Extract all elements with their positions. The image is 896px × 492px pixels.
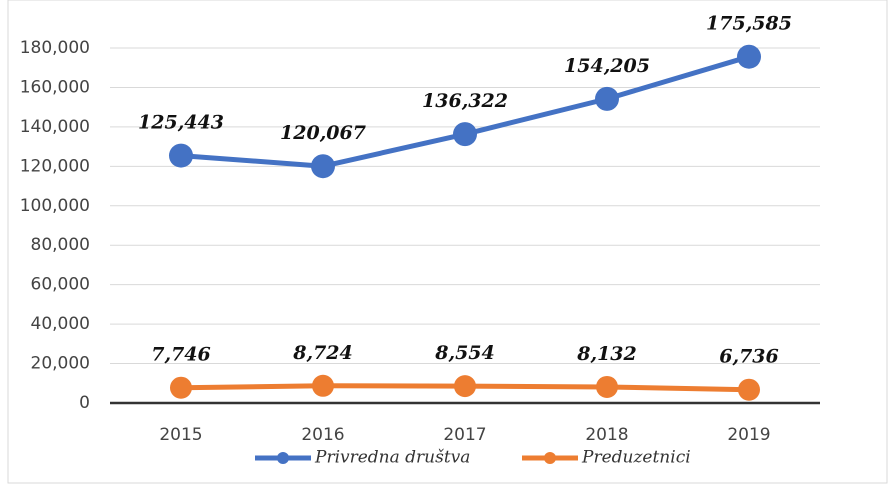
y-tick-label: 40,000 <box>31 314 90 334</box>
legend-label: Preduzetnici <box>581 448 691 468</box>
legend-marker <box>544 452 556 464</box>
point <box>169 143 193 168</box>
x-tick-label: 2015 <box>159 425 202 445</box>
data-label: 6,736 <box>719 346 779 368</box>
legend-label: Privredna društva <box>314 448 470 468</box>
point <box>596 375 618 398</box>
y-tick-label: 140,000 <box>20 117 90 137</box>
y-tick-label: 80,000 <box>31 235 90 255</box>
point <box>170 376 192 399</box>
point <box>454 375 476 398</box>
data-label: 8,724 <box>292 342 353 364</box>
point <box>311 154 335 179</box>
point <box>312 374 334 397</box>
point <box>738 378 760 401</box>
y-tick-label: 180,000 <box>20 38 90 58</box>
x-tick-label: 2017 <box>443 425 486 445</box>
x-tick-label: 2019 <box>727 425 770 445</box>
point <box>737 44 761 69</box>
point <box>595 86 619 111</box>
data-label: 8,554 <box>434 342 495 364</box>
x-tick-label: 2018 <box>585 425 628 445</box>
data-label: 120,067 <box>280 122 366 144</box>
point <box>453 122 477 147</box>
data-label: 7,746 <box>151 344 211 366</box>
y-tick-label: 100,000 <box>20 196 90 216</box>
y-tick-label: 0 <box>79 393 90 413</box>
data-label: 136,322 <box>422 90 508 112</box>
data-label: 154,205 <box>564 55 650 77</box>
y-tick-label: 20,000 <box>31 354 90 374</box>
legend-marker <box>277 452 289 464</box>
y-tick-label: 120,000 <box>20 156 90 176</box>
y-tick-label: 60,000 <box>31 275 90 295</box>
data-label: 125,443 <box>138 112 224 134</box>
y-tick-label: 160,000 <box>20 77 90 97</box>
x-tick-label: 2016 <box>301 425 344 445</box>
data-label: 175,585 <box>706 13 792 35</box>
data-label: 8,132 <box>576 343 637 365</box>
chart-frame <box>7 0 888 484</box>
